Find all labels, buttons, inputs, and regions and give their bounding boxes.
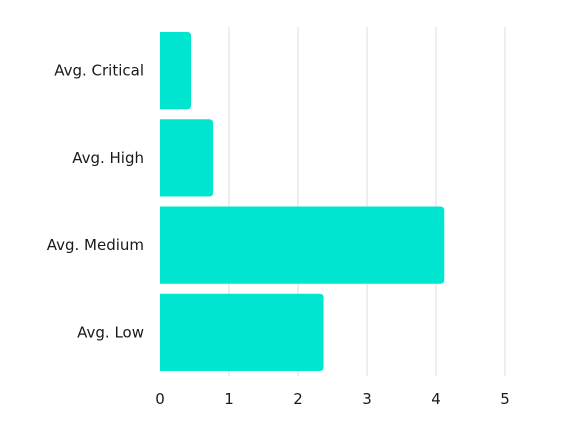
bar-layer <box>160 32 445 371</box>
x-tick-label: 0 <box>155 390 165 408</box>
category-label: Avg. High <box>72 149 144 167</box>
bar-avg-low <box>160 293 324 371</box>
x-tick-label: 1 <box>224 390 234 408</box>
category-label: Avg. Low <box>77 323 144 341</box>
x-axis-ticks: 0 1 2 3 4 5 <box>155 390 510 408</box>
x-tick-label: 3 <box>362 390 372 408</box>
bar-avg-medium <box>160 206 445 284</box>
category-labels: Avg. Critical Avg. High Avg. Medium Avg. Lo… <box>47 62 144 342</box>
x-tick-label: 4 <box>431 390 441 408</box>
category-label: Avg. Critical <box>54 62 144 80</box>
bar-avg-critical <box>160 32 192 110</box>
x-tick-label: 2 <box>293 390 303 408</box>
category-label: Avg. Medium <box>47 236 144 254</box>
bar-avg-high <box>160 119 214 197</box>
x-tick-label: 5 <box>500 390 510 408</box>
